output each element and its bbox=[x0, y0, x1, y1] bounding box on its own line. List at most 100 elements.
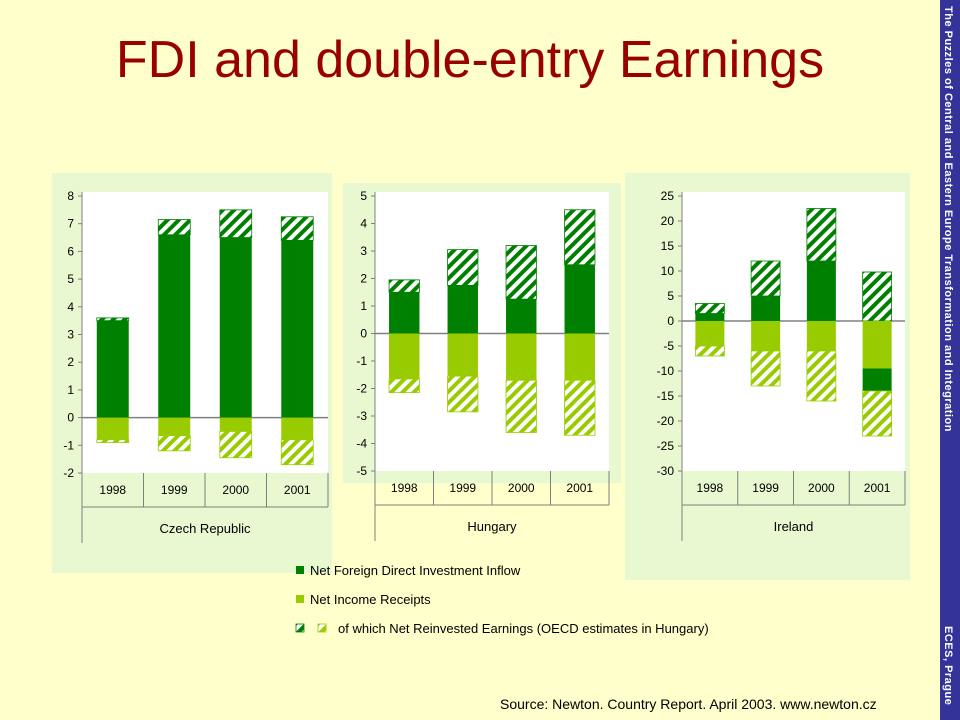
bar-income-reinvested bbox=[388, 378, 420, 394]
bar-income-receipts bbox=[862, 321, 892, 369]
bar-income-receipts bbox=[806, 321, 836, 351]
bar-fdi-reinvested bbox=[96, 317, 130, 322]
bar-fdi-reinvested bbox=[564, 209, 596, 266]
bar-fdi-inflow bbox=[506, 299, 537, 334]
y-tick-label: -5 bbox=[356, 464, 367, 478]
y-tick-label: 0 bbox=[360, 327, 367, 341]
bar-income-reinvested bbox=[750, 350, 781, 387]
bar-income-reinvested bbox=[447, 375, 479, 413]
y-tick-label: 5 bbox=[360, 189, 367, 203]
bar-group-1999 bbox=[157, 219, 191, 452]
bar-fdi-negative bbox=[862, 368, 892, 391]
y-tick-label: 4 bbox=[67, 300, 74, 314]
bar-fdi-reinvested bbox=[806, 208, 837, 262]
bar-fdi-inflow bbox=[158, 234, 191, 418]
bar-group-2001 bbox=[280, 216, 314, 466]
y-tick-label: 3 bbox=[360, 244, 367, 258]
country-label: Czech Republic bbox=[159, 521, 251, 536]
category-label: 2000 bbox=[222, 483, 249, 497]
y-tick-label: 25 bbox=[661, 189, 675, 203]
bar-group-2001 bbox=[564, 209, 596, 436]
category-label: 1998 bbox=[391, 481, 418, 495]
bar-fdi-reinvested bbox=[750, 260, 781, 297]
bar-group-1998 bbox=[96, 317, 130, 443]
bar-income-reinvested bbox=[862, 390, 893, 437]
chart-panel-hungary: 5 4 3 2 1 0 -1 -2 -3 -4 -5 1998 1999 2000 2001 Hungary bbox=[343, 183, 621, 541]
bar-income-reinvested bbox=[219, 431, 253, 459]
category-label: 2001 bbox=[864, 481, 891, 495]
bar-fdi-reinvested bbox=[280, 216, 314, 241]
y-tick-label: 1 bbox=[360, 299, 367, 313]
y-tick-label: -30 bbox=[657, 464, 675, 478]
bar-group-2000 bbox=[505, 245, 537, 433]
y-tick-label: -25 bbox=[657, 439, 675, 453]
y-tick-label: 2 bbox=[67, 355, 74, 369]
y-tick-label: 10 bbox=[661, 264, 675, 278]
category-label: 1999 bbox=[449, 481, 476, 495]
chart-panel-czech-republic: 8 7 6 5 4 3 2 1 0 -1 -2 1998 1999 2000 2001 Czech Repub… bbox=[52, 173, 332, 573]
y-tick-label: -4 bbox=[356, 437, 367, 451]
category-label: 1999 bbox=[752, 481, 779, 495]
bar-fdi-reinvested bbox=[694, 303, 725, 314]
legend-label: of which Net Reinvested Earnings (OECD e… bbox=[338, 621, 709, 636]
bar-fdi-inflow bbox=[695, 313, 725, 321]
bar-income-receipts bbox=[389, 333, 420, 379]
bar-fdi-inflow bbox=[806, 261, 836, 321]
bar-fdi-inflow bbox=[219, 237, 252, 418]
bar-fdi-reinvested bbox=[388, 279, 420, 293]
bar-income-receipts bbox=[447, 333, 478, 377]
bar-income-receipts bbox=[158, 417, 191, 436]
side-band bbox=[940, 0, 960, 720]
bar-fdi-inflow bbox=[281, 240, 314, 418]
category-label: 2000 bbox=[508, 481, 535, 495]
y-tick-label: 20 bbox=[661, 214, 675, 228]
source-note: Source: Newton. Country Report. April 20… bbox=[500, 696, 877, 712]
legend-swatch-fdi bbox=[296, 566, 304, 574]
bar-income-receipts bbox=[96, 417, 129, 440]
bar-income-reinvested bbox=[806, 350, 837, 402]
legend-swatch-reinvested-fdi bbox=[295, 623, 305, 633]
bar-fdi-reinvested bbox=[219, 209, 253, 238]
y-tick-label: -1 bbox=[63, 438, 74, 452]
bar-income-reinvested bbox=[694, 345, 725, 357]
y-tick-label: 1 bbox=[67, 383, 74, 397]
y-tick-label: -10 bbox=[657, 364, 675, 378]
category-label: 1999 bbox=[161, 483, 188, 497]
country-label: Ireland bbox=[774, 519, 814, 534]
chart-panel-ireland: 25 20 15 10 5 0 -5 -10 -15 -20 -25 -30 1998 1999 2000 2… bbox=[625, 173, 910, 580]
bar-fdi-inflow bbox=[751, 296, 781, 321]
bar-fdi-reinvested bbox=[447, 249, 479, 286]
y-tick-label: 3 bbox=[67, 328, 74, 342]
bar-income-receipts bbox=[564, 333, 595, 381]
bar-group-1999 bbox=[447, 249, 479, 413]
bar-income-receipts bbox=[219, 417, 252, 432]
bar-income-receipts bbox=[695, 321, 725, 346]
y-tick-label: -1 bbox=[356, 354, 367, 368]
legend-item-reinvested: of which Net Reinvested Earnings (OECD e… bbox=[295, 621, 709, 636]
y-tick-label: 4 bbox=[360, 217, 367, 231]
category-label: 1998 bbox=[99, 483, 126, 497]
y-tick-label: -3 bbox=[356, 409, 367, 423]
bar-fdi-inflow bbox=[447, 285, 478, 334]
bar-group-2000 bbox=[806, 208, 837, 402]
category-label: 1998 bbox=[697, 481, 724, 495]
legend-label: Net Foreign Direct Investment Inflow bbox=[310, 563, 521, 578]
y-tick-label: 5 bbox=[67, 272, 74, 286]
bar-group-2001 bbox=[862, 271, 893, 437]
y-tick-label: -15 bbox=[657, 389, 675, 403]
side-caption-top: The Puzzles of Central and Eastern Europ… bbox=[942, 6, 954, 432]
y-tick-label: 5 bbox=[667, 289, 674, 303]
y-tick-label: -20 bbox=[657, 414, 675, 428]
bar-group-2000 bbox=[219, 209, 253, 459]
legend-label: Net Income Receipts bbox=[310, 592, 431, 607]
y-tick-label: 0 bbox=[67, 411, 74, 425]
bar-income-reinvested bbox=[96, 439, 130, 443]
bar-income-receipts bbox=[506, 333, 537, 381]
bar-group-1998 bbox=[388, 279, 420, 394]
legend-item-fdi: Net Foreign Direct Investment Inflow bbox=[296, 563, 521, 578]
bar-fdi-reinvested bbox=[862, 271, 893, 322]
y-tick-label: 2 bbox=[360, 272, 367, 286]
y-tick-label: -5 bbox=[663, 339, 674, 353]
bar-income-reinvested bbox=[564, 379, 596, 436]
